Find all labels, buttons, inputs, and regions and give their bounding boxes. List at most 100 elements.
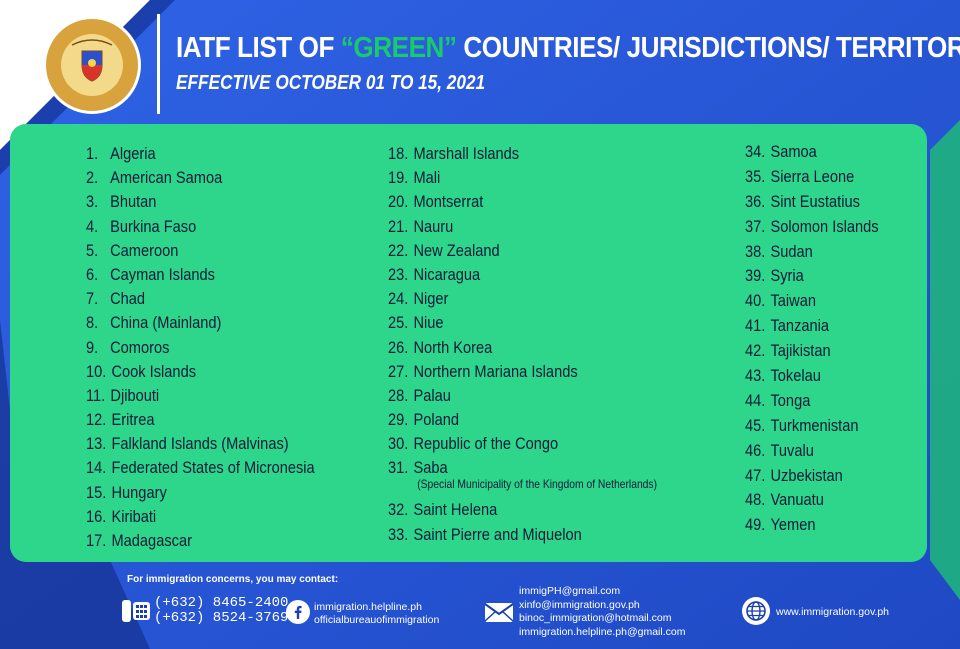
country-item: 18. Marshall Islands: [388, 142, 657, 166]
country-item: 31. Saba (Special Municipality of the King…: [388, 456, 657, 498]
country-item: 3. Bhutan: [86, 190, 315, 214]
country-item: 39. Syria: [745, 264, 879, 289]
email-icon: [484, 603, 514, 622]
country-name: Cook Islands: [111, 361, 197, 381]
country-item: 41. Tanzania: [745, 314, 879, 339]
country-item: 26. North Korea: [388, 336, 657, 360]
country-name: Solomon Islands: [770, 216, 879, 236]
contact-heading: For immigration concerns, you may contac…: [127, 574, 339, 585]
email-addresses: immigPH@gmail.com xinfo@immigration.gov.…: [519, 585, 685, 639]
country-item: 8. China (Mainland): [86, 311, 315, 335]
country-number: 27.: [388, 361, 409, 381]
country-item: 9. Comoros: [86, 336, 315, 360]
country-number: 23.: [388, 264, 409, 284]
country-item: 7. Chad: [86, 287, 315, 311]
country-item: 6. Cayman Islands: [86, 263, 315, 287]
country-item: 24. Niger: [388, 287, 657, 311]
country-name: Republic of the Congo: [413, 434, 559, 454]
country-name: Montserrat: [413, 192, 484, 212]
website-link[interactable]: www.immigration.gov.ph: [776, 606, 890, 618]
country-number: 46.: [745, 440, 766, 460]
country-number: 37.: [745, 216, 766, 236]
country-number: 25.: [388, 313, 409, 333]
country-number: 33.: [388, 524, 409, 544]
country-item: 30. Republic of the Congo: [388, 432, 657, 456]
phone-number-2[interactable]: (+632) 8524-3769: [154, 610, 289, 626]
country-item: 36. Sint Eustatius: [745, 190, 879, 215]
country-name: Sint Eustatius: [770, 191, 860, 211]
country-number: 26.: [388, 337, 409, 357]
country-item: 49. Yemen: [745, 513, 879, 538]
country-item: 4. Burkina Faso: [86, 215, 315, 239]
country-name: Tuvalu: [770, 440, 814, 460]
immigration-seal-logo: [42, 15, 142, 115]
country-name: Federated States of Micronesia: [111, 458, 315, 478]
country-name: Samoa: [770, 142, 817, 161]
country-number: 9.: [86, 337, 99, 357]
country-name: Niger: [413, 289, 449, 309]
country-name: Djibouti: [110, 385, 160, 405]
countries-panel: 1. Algeria 2. American Samoa 3. Bhutan 4. Burki…: [10, 124, 927, 562]
country-item: 46. Tuvalu: [745, 439, 879, 464]
email-link-1[interactable]: immigPH@gmail.com: [519, 585, 621, 597]
country-number: 28.: [388, 385, 409, 405]
facebook-link-2[interactable]: officialbureauofimmigration: [314, 614, 440, 626]
country-item: 21. Nauru: [388, 215, 657, 239]
country-name: Tonga: [770, 390, 811, 410]
country-number: 34.: [745, 142, 766, 161]
country-name: Bhutan: [110, 192, 157, 212]
country-number: 10.: [86, 361, 107, 381]
country-item: 17. Madagascar: [86, 529, 315, 553]
country-item: 2. American Samoa: [86, 166, 315, 190]
country-item: 1. Algeria: [86, 142, 315, 166]
title-green-word: “GREEN”: [340, 32, 457, 64]
country-item: 43. Tokelau: [745, 364, 879, 389]
country-item: 33. Saint Pierre and Miquelon: [388, 523, 657, 547]
country-item: 23. Nicaragua: [388, 263, 657, 287]
country-number: 8.: [86, 313, 99, 333]
country-item: 28. Palau: [388, 384, 657, 408]
email-link-2[interactable]: xinfo@immigration.gov.ph: [519, 598, 640, 611]
country-name: Nicaragua: [413, 264, 481, 284]
country-item: 40. Taiwan: [745, 289, 879, 314]
country-item: 35. Sierra Leone: [745, 165, 879, 190]
email-link-4[interactable]: immigration.helpline.ph@gmail.com: [519, 625, 686, 638]
country-name: Turkmenistan: [770, 415, 859, 435]
country-item: 48. Vanuatu: [745, 488, 879, 513]
country-name: Taiwan: [770, 291, 817, 311]
country-number: 18.: [388, 144, 409, 163]
facebook-link-1[interactable]: immigration.helpline.ph: [314, 601, 422, 613]
country-number: 20.: [388, 192, 409, 212]
country-name: Tokelau: [770, 366, 821, 386]
country-number: 43.: [745, 366, 766, 386]
email-link-3[interactable]: binoc_immigration@hotmail.com: [519, 612, 672, 624]
country-name: Kiribati: [111, 506, 157, 526]
country-number: 7.: [86, 289, 99, 309]
phone-numbers: (+632) 8465-2400 (+632) 8524-3769: [154, 596, 288, 626]
phone-number-1[interactable]: (+632) 8465-2400: [154, 595, 289, 611]
country-name: China (Mainland): [110, 313, 222, 333]
country-name: Uzbekistan: [770, 465, 843, 485]
country-name: Cayman Islands: [110, 264, 215, 284]
country-number: 6.: [86, 264, 99, 284]
country-item: 15. Hungary: [86, 481, 315, 505]
country-number: 5.: [86, 240, 99, 260]
country-number: 35.: [745, 166, 766, 186]
country-item: 20. Montserrat: [388, 190, 657, 214]
facebook-accounts: immigration.helpline.ph officialbureauof…: [314, 601, 439, 627]
country-number: 48.: [745, 490, 766, 510]
country-name: American Samoa: [110, 168, 223, 188]
country-name: Tajikistan: [770, 341, 831, 361]
country-number: 38.: [745, 241, 766, 261]
country-item: 38. Sudan: [745, 240, 879, 265]
country-number: 22.: [388, 240, 409, 260]
country-number: 19.: [388, 168, 409, 188]
country-name: New Zealand: [413, 240, 500, 260]
country-item: 5. Cameroon: [86, 239, 315, 263]
country-number: 24.: [388, 289, 409, 309]
country-item: 29. Poland: [388, 408, 657, 432]
country-number: 3.: [86, 192, 99, 212]
country-number: 41.: [745, 316, 766, 336]
country-number: 11.: [86, 385, 106, 405]
country-name: Poland: [413, 410, 460, 430]
